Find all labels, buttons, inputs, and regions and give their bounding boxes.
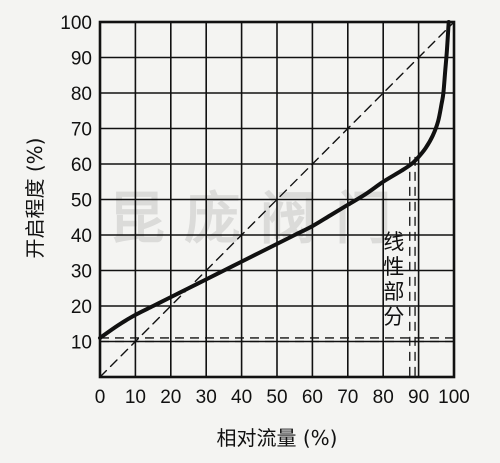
series-line-dashed <box>99 21 455 378</box>
watermark-text: 昆 庞 阀 门 <box>109 187 392 252</box>
x-tick-label: 100 <box>438 387 470 408</box>
x-tick-label: 10 <box>125 387 146 408</box>
plot-border <box>98 20 456 379</box>
y-tick-label: 30 <box>71 262 92 283</box>
x-tick-label: 60 <box>302 387 323 408</box>
grid <box>100 22 454 377</box>
x-axis-title: 相对流量 (%) <box>217 426 338 450</box>
x-tick-label: 50 <box>266 387 287 408</box>
annotation-char-2: 部 <box>383 280 404 304</box>
y-tick-label: 100 <box>60 13 92 34</box>
y-tick-label: 70 <box>71 120 92 141</box>
x-tick-label: 70 <box>337 387 358 408</box>
y-tick-label: 50 <box>71 191 92 212</box>
tick-labels: 0 10 20 30 40 50 60 70 80 90 100 10 20 30 40 50 60 70 80 90… <box>60 13 470 408</box>
x-tick-label: 80 <box>373 387 394 408</box>
watermark: 昆 庞 阀 门 <box>109 187 392 252</box>
y-tick-label: 20 <box>71 297 92 318</box>
reference-lines <box>100 156 454 377</box>
x-tick-label: 40 <box>231 387 252 408</box>
annotation-char-0: 线 <box>383 230 404 254</box>
x-tick-label: 30 <box>196 387 217 408</box>
series-line-solid <box>98 20 451 340</box>
annotation-char-1: 性 <box>383 255 404 279</box>
annotation-char-3: 分 <box>383 305 404 329</box>
x-tick-label: 20 <box>160 387 181 408</box>
y-axis-title: 开启程度 (%) <box>23 138 47 259</box>
x-tick-label: 0 <box>95 387 106 408</box>
y-tick-label: 80 <box>71 84 92 105</box>
y-tick-label: 90 <box>71 49 92 70</box>
y-tick-label: 10 <box>71 333 92 354</box>
y-tick-label: 40 <box>71 226 92 247</box>
plot-frame <box>98 20 456 379</box>
series-layer <box>98 20 455 378</box>
y-tick-label: 60 <box>71 155 92 176</box>
x-tick-label: 90 <box>408 387 429 408</box>
